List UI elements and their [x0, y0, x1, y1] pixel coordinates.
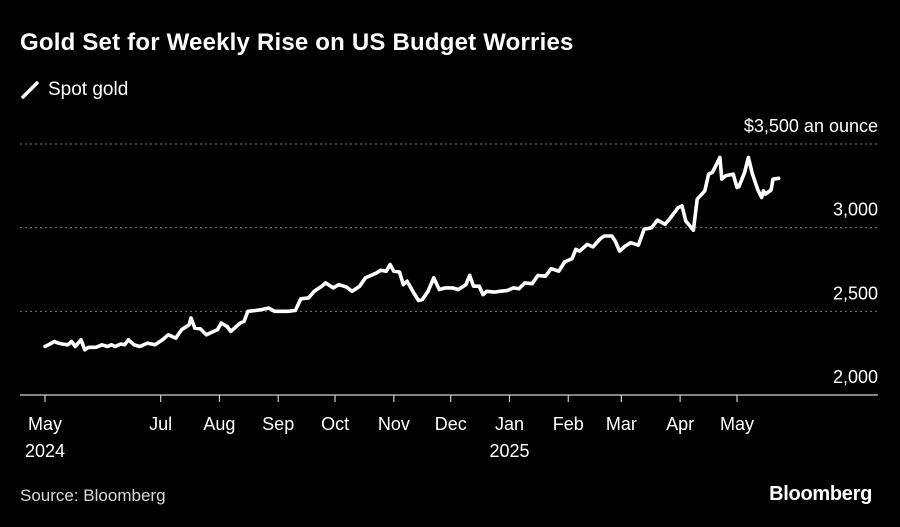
x-axis: [20, 394, 878, 402]
legend-line-swatch-icon: [21, 81, 39, 99]
y-axis-labels: $3,500 an ounce 3,000 2,500 2,000: [744, 116, 878, 387]
x-tick-label: Nov: [378, 414, 410, 434]
source-note: Source: Bloomberg: [20, 486, 166, 505]
x-tick-label: Aug: [203, 414, 235, 434]
bloomberg-logo: Bloomberg: [769, 483, 872, 505]
x-tick-label: Dec: [435, 414, 467, 434]
series-line-spot-gold: [43, 155, 781, 352]
x-tick-label: Jul: [149, 414, 172, 434]
y-tick-label: $3,500 an ounce: [744, 116, 878, 136]
y-tick-label: 2,000: [833, 367, 878, 387]
legend: Spot gold: [20, 78, 128, 102]
x-tick-label: May: [28, 414, 62, 434]
x-tick-year-label: 2025: [489, 441, 529, 461]
gridlines: [20, 143, 878, 312]
chart-title: Gold Set for Weekly Rise on US Budget Wo…: [20, 29, 574, 56]
x-axis-labels: May 2024 Jul Aug Sep Oct Nov Dec Jan 2025 Feb Mar Ap…: [25, 414, 754, 461]
x-tick-label: Oct: [321, 414, 349, 434]
x-tick-year-label: 2024: [25, 441, 65, 461]
y-tick-label: 2,500: [833, 283, 878, 303]
x-tick-label: May: [720, 414, 754, 434]
x-tick-label: Jan: [495, 414, 524, 434]
legend-label: Spot gold: [48, 79, 129, 100]
x-tick-label: Sep: [262, 414, 294, 434]
y-tick-label: 3,000: [833, 200, 878, 220]
x-tick-label: Feb: [553, 414, 584, 434]
x-tick-label: Apr: [666, 414, 694, 434]
x-tick-label: Mar: [606, 414, 637, 434]
series-spot-gold: [43, 155, 781, 352]
